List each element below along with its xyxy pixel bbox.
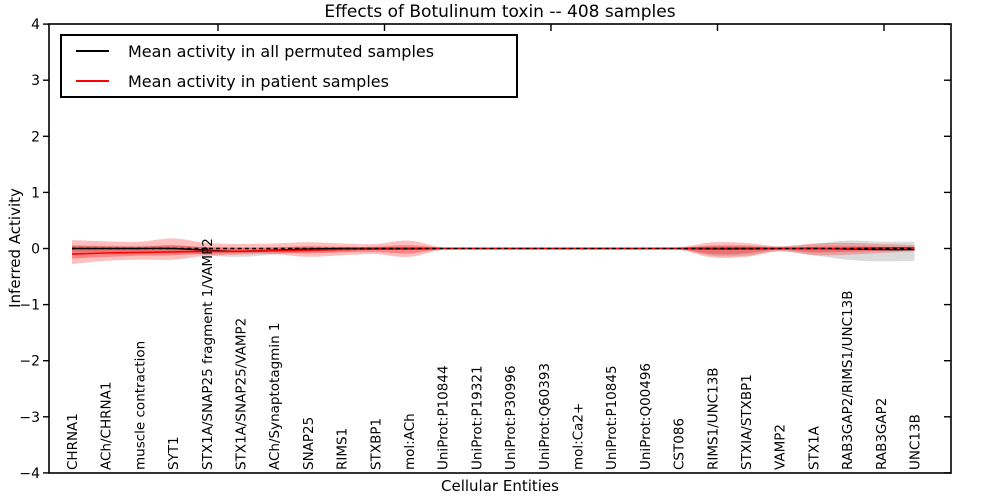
x-axis-top-ticks [217, 24, 885, 31]
y-axis-label: Inferred Activity [6, 188, 24, 308]
x-category-label: UniProt:P10844 [436, 365, 452, 470]
x-category-label: mol:ACh [402, 413, 418, 470]
y-tick-label: 3 [31, 73, 40, 89]
x-category-label: CST086 [672, 418, 688, 470]
y-tick-label: −3 [19, 410, 40, 426]
legend-label-permuted: Mean activity in all permuted samples [128, 41, 435, 61]
x-axis-label: Cellular Entities [441, 477, 559, 495]
band-patient-outer [72, 238, 915, 265]
x-category-label: UniProt:Q00496 [638, 363, 654, 470]
x-category-label: VAMP2 [773, 424, 789, 470]
y-tick-label: 4 [31, 17, 40, 33]
x-category-label: ACh/Synaptotagmin 1 [267, 322, 283, 470]
x-category-label: RIMS1 [335, 428, 351, 470]
x-category-label: UNC13B [908, 414, 924, 470]
band-permuted-samples [72, 240, 915, 262]
x-category-label: STX1A/SNAP25 fragment 1/VAMP2 [200, 238, 216, 470]
y-tick-label: −4 [19, 466, 40, 482]
x-category-label: UniProt:P19321 [469, 365, 485, 470]
x-category-label: UniProt:P10845 [604, 365, 620, 470]
y-tick-label: −2 [19, 354, 40, 370]
x-category-label: RIMS1/UNC13B [705, 367, 721, 470]
x-category-label: STX1A [806, 425, 822, 470]
x-category-label: CHRNA1 [65, 413, 81, 470]
legend-item-permuted: Mean activity in all permuted samples [62, 42, 516, 61]
x-category-label: RAB3GAP2 [874, 398, 890, 470]
x-category-label: SYT1 [166, 436, 182, 470]
x-category-label: STXBP1 [368, 418, 384, 470]
x-category-label: muscle contraction [132, 341, 148, 470]
x-category-labels: CHRNA1 ACh/CHRNA1 muscle contraction SYT1 ST… [65, 238, 924, 470]
legend-item-patient: Mean activity in patient samples [62, 72, 516, 91]
legend-label-patient: Mean activity in patient samples [128, 71, 389, 91]
mean-lines [71, 247, 915, 255]
legend-line-sample-permuted [76, 50, 109, 52]
x-category-label: STXIA/STXBP1 [739, 374, 755, 470]
y-tick-label: 2 [31, 129, 40, 145]
y-tick-label: 1 [31, 185, 40, 201]
y-axis: 4 3 2 1 0 −1 −2 −3 −4 [19, 17, 951, 482]
y-tick-label: 0 [31, 242, 40, 258]
legend: Mean activity in all permuted samples Me… [60, 34, 518, 98]
legend-line-sample-patient [76, 80, 109, 82]
x-category-label: UniProt:P30996 [503, 365, 519, 470]
x-category-label: SNAP25 [301, 417, 317, 470]
chart-title: Effects of Botulinum toxin -- 408 sample… [324, 2, 676, 22]
y-tick-label: −1 [19, 298, 40, 314]
x-category-label: ACh/CHRNA1 [99, 382, 115, 470]
x-category-label: RAB3GAP2/RIMS1/UNC13B [840, 291, 856, 470]
x-category-label: UniProt:Q60393 [537, 363, 553, 470]
x-category-label: mol:Ca2+ [571, 403, 587, 470]
x-category-label: STX1A/SNAP25/VAMP2 [234, 318, 250, 470]
